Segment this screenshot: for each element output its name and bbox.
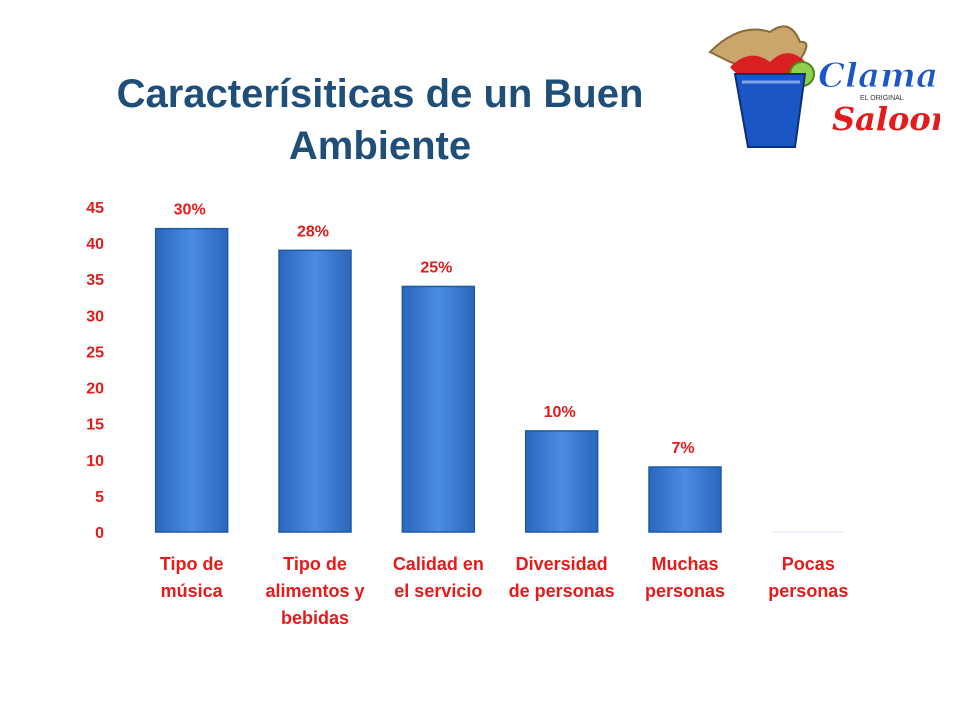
y-tick-label: 45 — [86, 200, 104, 217]
cup-icon — [733, 73, 807, 148]
x-tick-label: Diversidad — [516, 554, 608, 574]
y-tick-label: 5 — [95, 489, 104, 506]
bar — [524, 430, 599, 533]
data-labels: 30% 28% 25% 10% 7% — [174, 202, 695, 457]
x-tick-label: bebidas — [281, 608, 349, 628]
y-axis: 0 5 10 15 20 25 30 35 40 45 — [86, 200, 104, 542]
y-tick-label: 0 — [95, 525, 104, 542]
x-tick-label: personas — [645, 581, 725, 601]
x-tick-label: Tipo de — [283, 554, 347, 574]
data-label: 25% — [420, 259, 452, 276]
x-tick-label: música — [161, 581, 224, 601]
y-tick-label: 10 — [86, 453, 104, 470]
logo-text-small: EL ORIGINAL — [860, 95, 904, 102]
y-tick-label: 15 — [86, 417, 104, 434]
logo-text-saloon: Saloon — [832, 100, 940, 138]
title-line-1: Caracterísiticas de un Buen — [116, 72, 644, 116]
data-label: 28% — [297, 223, 329, 240]
bar — [278, 249, 352, 533]
y-tick-label: 30 — [86, 308, 104, 325]
y-tick-label: 40 — [86, 236, 104, 253]
chart-title: Caracterísiticas de un Buen Ambiente — [60, 68, 700, 172]
y-tick-label: 25 — [86, 344, 104, 361]
x-tick-label: el servicio — [394, 581, 482, 601]
clamato-saloon-logo: Clamato EL ORIGINAL Saloon — [708, 25, 940, 148]
x-tick-label: Calidad en — [393, 554, 484, 574]
logo-text-clamato: Clamato — [818, 56, 940, 96]
x-tick-label: alimentos y — [265, 581, 364, 601]
x-tick-label: personas — [768, 581, 848, 601]
title-line-2: Ambiente — [288, 124, 472, 168]
data-label: 30% — [174, 202, 206, 219]
y-tick-label: 35 — [86, 272, 104, 289]
x-axis: Tipo de música Tipo de alimentos y bebidas Ca… — [160, 554, 849, 628]
data-label: 7% — [671, 440, 694, 457]
bar — [648, 466, 722, 533]
data-label: 10% — [544, 404, 576, 421]
x-tick-label: Muchas — [651, 554, 718, 574]
y-tick-label: 20 — [86, 381, 104, 398]
x-tick-label: de personas — [509, 581, 615, 601]
bar — [154, 227, 229, 533]
bars — [154, 227, 845, 533]
x-tick-label: Pocas — [782, 554, 835, 574]
x-tick-label: Tipo de — [160, 554, 224, 574]
bar — [401, 285, 476, 533]
